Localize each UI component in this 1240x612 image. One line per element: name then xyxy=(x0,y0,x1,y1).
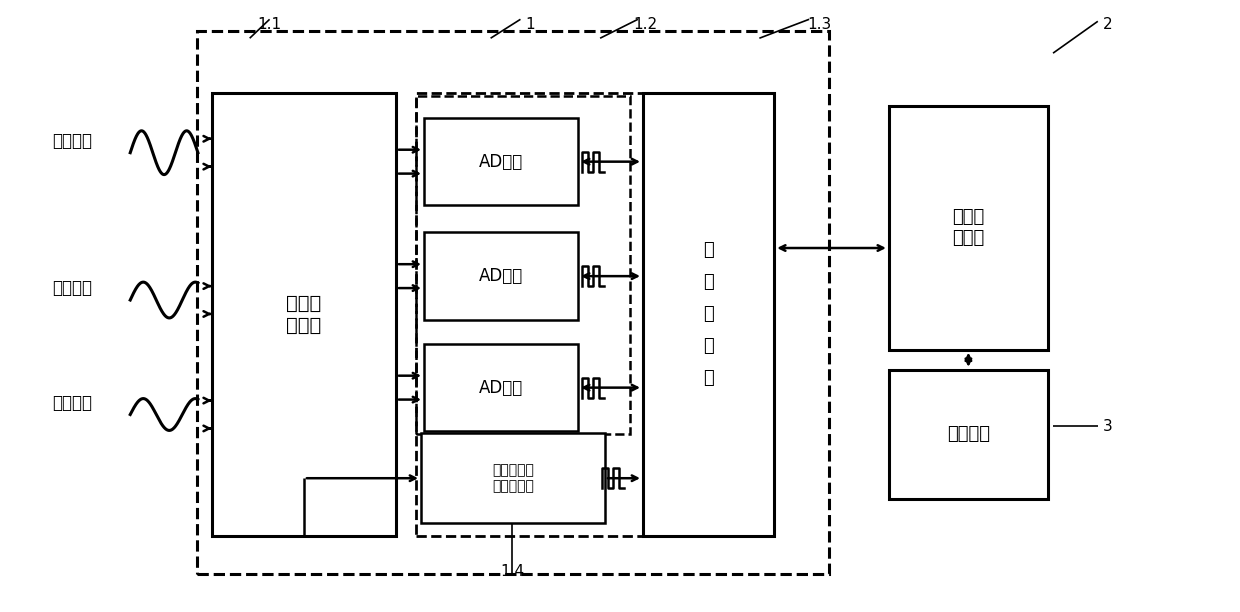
Text: 3: 3 xyxy=(1102,419,1112,434)
Bar xyxy=(415,96,630,435)
Text: 励磁信号: 励磁信号 xyxy=(52,394,93,411)
Bar xyxy=(889,106,1048,350)
Text: 1.3: 1.3 xyxy=(807,17,831,32)
Bar xyxy=(424,233,578,320)
Bar xyxy=(420,433,605,523)
Text: 数据处
理部件: 数据处 理部件 xyxy=(952,209,985,247)
Text: 1.2: 1.2 xyxy=(632,17,657,32)
Text: 正弦信号: 正弦信号 xyxy=(52,132,93,150)
Bar xyxy=(642,93,774,536)
Text: 可
编
程
器
件: 可 编 程 器 件 xyxy=(703,242,714,387)
Bar xyxy=(889,370,1048,499)
Text: 1: 1 xyxy=(526,17,536,32)
Text: 1.1: 1.1 xyxy=(258,17,281,32)
Text: 余弦信号: 余弦信号 xyxy=(52,279,93,297)
Text: AD芯片: AD芯片 xyxy=(479,267,523,285)
Text: AD芯片: AD芯片 xyxy=(479,152,523,171)
Bar xyxy=(424,118,578,206)
Bar xyxy=(424,344,578,431)
Text: AD芯片: AD芯片 xyxy=(479,379,523,397)
Text: 1.4: 1.4 xyxy=(501,564,525,579)
Text: 励磁电压辅
助处理电路: 励磁电压辅 助处理电路 xyxy=(492,463,534,493)
Text: 接口电路: 接口电路 xyxy=(947,425,990,444)
Bar xyxy=(212,93,396,536)
Text: 2: 2 xyxy=(1102,17,1112,32)
Bar xyxy=(197,31,830,574)
Text: 信号调
理电路: 信号调 理电路 xyxy=(286,294,321,335)
Bar xyxy=(415,93,774,536)
